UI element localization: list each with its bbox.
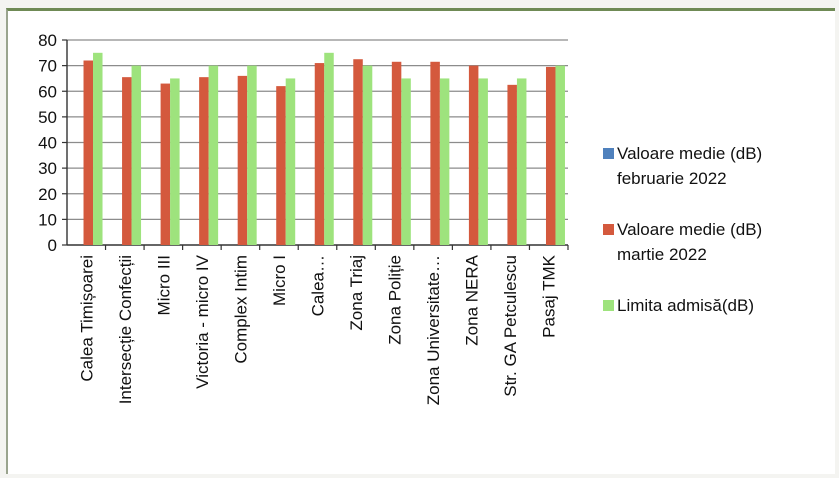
- legend-swatch: [603, 300, 614, 311]
- bar-3: [439, 78, 450, 245]
- x-tick-label: Complex Intim: [231, 255, 250, 364]
- y-tick-label: 60: [38, 82, 57, 101]
- bar-2: [83, 60, 94, 245]
- bar-3: [555, 65, 565, 245]
- x-tick-label: Zona Universitate…: [424, 255, 443, 405]
- bar-2: [430, 61, 440, 245]
- bar-2: [545, 66, 556, 245]
- legend-label: Limita admisă(dB): [617, 296, 754, 315]
- legend-item: Valoare medie (dB) martie 2022: [603, 220, 762, 264]
- bar-2: [507, 84, 517, 245]
- legend-label: Valoare medie (dB): [617, 220, 762, 239]
- bar-2: [353, 59, 363, 245]
- x-tick-label: Pasaj TMK: [540, 254, 559, 337]
- x-tick-label: Micro I: [270, 255, 289, 306]
- bar-3: [324, 52, 334, 245]
- legend-label: martie 2022: [617, 245, 707, 264]
- y-tick-label: 20: [38, 185, 57, 204]
- x-tick-label: Zona Triaj: [347, 255, 366, 331]
- y-tick-label: 10: [38, 210, 57, 229]
- chart-frame: 0 10 20 30 40 50 60 70 80 Calea Timișoarei Interse…: [6, 8, 835, 474]
- bar-3: [401, 78, 411, 245]
- x-tick-label: Victoria - micro IV: [193, 254, 212, 388]
- bar-2: [468, 65, 479, 245]
- bar-3: [170, 78, 180, 245]
- x-tick-label: Micro III: [154, 255, 173, 315]
- bar-2: [199, 77, 209, 245]
- bar-3: [478, 78, 488, 245]
- bar-3: [516, 78, 527, 245]
- x-tick-label: Zona Poliție: [386, 255, 405, 345]
- y-tick-label: 70: [38, 57, 57, 76]
- legend-item: Valoare medie (dB) februarie 2022: [603, 144, 762, 188]
- bar-2: [237, 75, 248, 245]
- bar-2: [314, 63, 325, 245]
- bar-2: [160, 83, 171, 245]
- bar-chart: 0 10 20 30 40 50 60 70 80 Calea Timișoarei Interse…: [38, 31, 762, 405]
- y-tick-label: 30: [38, 159, 57, 178]
- legend-label: februarie 2022: [617, 169, 727, 188]
- legend-swatch: [603, 148, 614, 159]
- bar-3: [247, 65, 257, 245]
- bar-2: [122, 77, 132, 245]
- y-tick-label: 50: [38, 108, 57, 127]
- x-tick-label: Str. GA Petculescu: [501, 255, 520, 397]
- x-tick-label: Calea…: [309, 255, 328, 316]
- legend-label: Valoare medie (dB): [617, 144, 762, 163]
- y-tick-label: 40: [38, 134, 57, 153]
- x-tick-label: Calea Timișoarei: [77, 255, 96, 382]
- legend-item: Limita admisă(dB): [603, 296, 754, 315]
- bar-2: [391, 61, 402, 245]
- legend-swatch: [603, 224, 614, 235]
- bar-3: [285, 78, 296, 245]
- y-tick-label: 0: [48, 236, 57, 255]
- bar-3: [93, 52, 103, 245]
- bar-3: [362, 65, 373, 245]
- bar-3: [208, 65, 219, 245]
- x-tick-label: Intersecție Confecții: [116, 255, 135, 404]
- bar-3: [131, 65, 142, 245]
- x-tick-label: Zona NERA: [463, 254, 482, 345]
- bar-2: [276, 86, 286, 245]
- y-tick-label: 80: [38, 31, 57, 50]
